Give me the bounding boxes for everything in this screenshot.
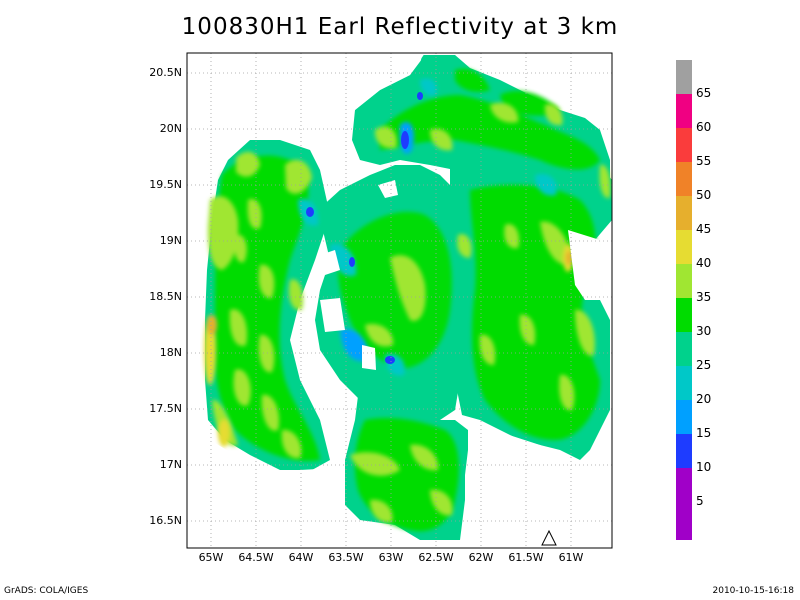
colorbar-swatch xyxy=(676,128,692,162)
lat-tick-label: 20.5N xyxy=(149,66,182,79)
lon-tick-label: 62W xyxy=(468,551,494,564)
lon-tick-label: 64W xyxy=(288,551,314,564)
colorbar-label: 65 xyxy=(696,86,712,100)
colorbar-swatch xyxy=(676,264,692,298)
radar-field xyxy=(187,53,612,548)
colorbar-label: 20 xyxy=(696,392,712,406)
lon-tick-label: 63.5W xyxy=(328,551,364,564)
colorbar-swatch xyxy=(676,162,692,196)
colorbar-label: 50 xyxy=(696,188,712,202)
lat-tick-label: 17.5N xyxy=(149,402,182,415)
colorbar-swatch xyxy=(676,60,692,94)
lon-tick-label: 62.5W xyxy=(418,551,454,564)
lat-tick-label: 19N xyxy=(159,234,182,247)
colorbar-label: 25 xyxy=(696,358,712,372)
colorbar-label: 55 xyxy=(696,154,712,168)
colorbar xyxy=(676,60,692,540)
colorbar-swatch xyxy=(676,502,692,540)
band-10dbz xyxy=(306,92,423,364)
colorbar-label: 30 xyxy=(696,324,712,338)
colorbar-swatch xyxy=(676,332,692,366)
colorbar-label: 15 xyxy=(696,426,712,440)
lat-tick-label: 18.5N xyxy=(149,290,182,303)
colorbar-label: 10 xyxy=(696,460,712,474)
lat-tick-label: 18N xyxy=(159,346,182,359)
colorbar-swatch xyxy=(676,94,692,128)
no-data-holes xyxy=(187,53,612,548)
band-35dbz xyxy=(207,102,611,523)
colorbar-label: 45 xyxy=(696,222,712,236)
lat-lon-grid xyxy=(187,53,612,548)
lon-tick-label: 64.5W xyxy=(238,551,274,564)
lat-tick-label: 17N xyxy=(159,458,182,471)
lat-tick-label: 19.5N xyxy=(149,178,182,191)
footer-timestamp: 2010-10-15-16:18 xyxy=(712,586,795,596)
plot-frame xyxy=(186,52,613,549)
colorbar-swatch xyxy=(676,196,692,230)
lat-tick-label: 16.5N xyxy=(149,514,182,527)
band-40dbz xyxy=(204,244,573,447)
colorbar-label: 40 xyxy=(696,256,712,270)
colorbar-swatch xyxy=(676,366,692,400)
colorbar-label: 60 xyxy=(696,120,712,134)
colorbar-swatch xyxy=(676,400,692,434)
map-title: 100830H1 Earl Reflectivity at 3 km xyxy=(181,14,619,40)
lat-tick-label: 20N xyxy=(159,122,182,135)
colorbar-label: 5 xyxy=(696,494,704,508)
band-20dbz xyxy=(298,78,557,376)
colorbar-swatch xyxy=(676,230,692,264)
lon-tick-label: 63W xyxy=(378,551,404,564)
colorbar-swatch xyxy=(676,434,692,468)
lon-tick-label: 61W xyxy=(558,551,584,564)
lon-tick-label: 65W xyxy=(198,551,224,564)
footer-credit: GrADS: COLA/IGES xyxy=(4,586,89,596)
storm-center-triangle-icon xyxy=(541,529,557,546)
colorbar-swatch xyxy=(676,298,692,332)
lon-tick-label: 61.5W xyxy=(508,551,544,564)
colorbar-label: 35 xyxy=(696,290,712,304)
colorbar-swatch xyxy=(676,468,692,502)
